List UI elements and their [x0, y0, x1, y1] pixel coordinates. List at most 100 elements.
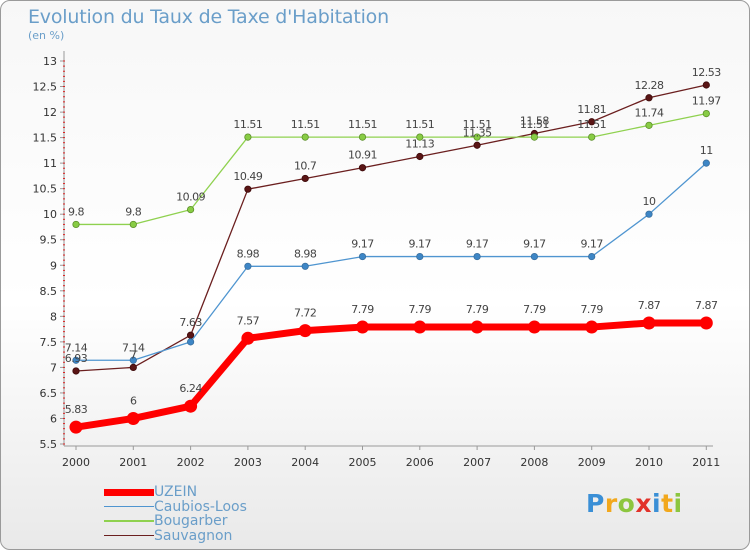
y-tick-label: 9.5 [40, 234, 58, 247]
y-tick-label: 11 [43, 157, 57, 170]
y-tick-label: 8 [50, 310, 57, 323]
data-point-uzein [126, 411, 140, 425]
y-tick-label: 10.5 [33, 183, 58, 196]
data-label-sauvagnon: 11.13 [405, 137, 434, 150]
data-label-sauvagnon: 7.63 [179, 316, 202, 329]
data-point-bougarber [416, 133, 424, 141]
data-point-caubios-loos [530, 252, 539, 261]
data-label-caubios-loos: 9.17 [523, 238, 546, 251]
data-point-caubios-loos [244, 262, 252, 270]
logo-letter: i [652, 489, 662, 518]
data-point-bougarber [358, 133, 367, 141]
y-tick-label: 7.5 [40, 336, 58, 349]
data-point-sauvagnon [473, 141, 481, 149]
series-line-bougarber [75, 112, 707, 226]
legend-label-uzein: UZEIN [154, 484, 198, 500]
data-label-caubios-loos: 9.17 [351, 238, 374, 251]
data-point-caubios-loos [473, 252, 481, 261]
data-point-uzein [241, 331, 255, 345]
data-point-bougarber [187, 206, 195, 214]
logo-letter: i [673, 489, 683, 518]
logo-letter: o [617, 489, 636, 518]
legend-label-bougarber: Bougarber [154, 513, 228, 529]
data-label-sauvagnon: 10.49 [233, 170, 262, 183]
data-point-sauvagnon [244, 185, 252, 193]
chart-title: Evolution du Taux de Taxe d'Habitation [28, 6, 389, 28]
logo-letter: r [604, 489, 618, 518]
data-label-sauvagnon: 7 [130, 348, 137, 361]
data-point-caubios-loos [645, 210, 653, 218]
data-point-bougarber [645, 121, 653, 129]
data-label-caubios-loos: 10 [643, 195, 656, 208]
legend-swatch-uzein [104, 488, 154, 496]
data-label-bougarber: 11.51 [520, 118, 549, 131]
y-tick-label: 8.5 [40, 285, 58, 298]
data-label-uzein: 7.72 [294, 307, 317, 320]
data-point-bougarber [473, 133, 481, 141]
data-point-bougarber [588, 133, 596, 141]
data-label-sauvagnon: 12.28 [635, 79, 664, 92]
data-point-bougarber [244, 133, 252, 141]
y-tick-label: 9 [50, 259, 57, 272]
data-label-bougarber: 11.51 [348, 118, 377, 131]
y-tick-label: 5.5 [40, 438, 58, 451]
data-point-uzein [356, 320, 369, 334]
data-label-caubios-loos: 8.98 [237, 247, 260, 260]
data-point-bougarber [72, 220, 80, 229]
x-tick-label: 2007 [463, 456, 491, 469]
logo-letter: P [586, 489, 605, 518]
legend-label-sauvagnon: Sauvagnon [154, 527, 233, 544]
data-label-caubios-loos: 7.14 [65, 341, 88, 354]
data-point-uzein [413, 320, 427, 334]
data-label-sauvagnon: 6.93 [65, 352, 88, 365]
data-label-caubios-loos: 9.17 [409, 238, 432, 251]
x-tick-label: 2002 [177, 456, 205, 469]
data-point-uzein [184, 399, 198, 413]
data-label-sauvagnon: 12.53 [692, 66, 721, 79]
y-tick-label: 7 [50, 361, 57, 374]
data-point-sauvagnon [358, 164, 367, 172]
data-label-caubios-loos: 9.17 [466, 238, 489, 251]
data-point-sauvagnon [416, 152, 424, 161]
data-label-sauvagnon: 11.35 [463, 126, 492, 139]
data-point-sauvagnon [702, 81, 710, 89]
data-point-caubios-loos [702, 159, 710, 167]
data-point-caubios-loos [129, 356, 137, 364]
x-tick-label: 2004 [291, 456, 319, 469]
x-tick-label: 2000 [62, 456, 90, 469]
series-line-caubios-loos [75, 162, 707, 361]
data-point-uzein [69, 420, 83, 434]
data-label-uzein: 7.87 [638, 299, 661, 312]
data-label-uzein: 7.79 [580, 303, 603, 316]
data-label-bougarber: 11.74 [635, 106, 664, 119]
x-tick-label: 2001 [119, 456, 147, 469]
series-line-uzein [72, 319, 710, 431]
data-point-caubios-loos [187, 338, 195, 346]
data-label-bougarber: 10.09 [176, 191, 205, 204]
data-label-sauvagnon: 11.58 [520, 115, 549, 128]
data-label-sauvagnon: 10.91 [348, 149, 377, 162]
legend-swatch-bougarber [104, 520, 154, 522]
data-point-sauvagnon [645, 94, 653, 102]
data-point-uzein [642, 316, 656, 330]
y-tick-label: 10 [43, 208, 57, 221]
data-point-sauvagnon [187, 331, 195, 339]
data-label-uzein: 5.83 [65, 403, 88, 416]
data-point-uzein [527, 320, 541, 334]
data-point-caubios-loos [301, 262, 309, 270]
y-tick-label: 12 [43, 106, 57, 119]
data-point-sauvagnon [588, 118, 596, 126]
legend-swatch-caubios-loos [104, 505, 154, 508]
data-point-sauvagnon [72, 367, 80, 375]
x-tick-label: 2008 [520, 456, 548, 469]
proxiti-logo: Proxiti [586, 489, 683, 518]
y-tick-label: 11.5 [33, 132, 58, 145]
data-label-bougarber: 11.97 [692, 95, 721, 108]
data-point-uzein [585, 320, 599, 334]
data-point-sauvagnon [301, 174, 309, 183]
data-point-caubios-loos [358, 252, 367, 261]
data-label-uzein: 7.79 [409, 303, 432, 316]
data-label-sauvagnon: 11.81 [577, 103, 606, 116]
series-line-sauvagnon [75, 84, 707, 372]
